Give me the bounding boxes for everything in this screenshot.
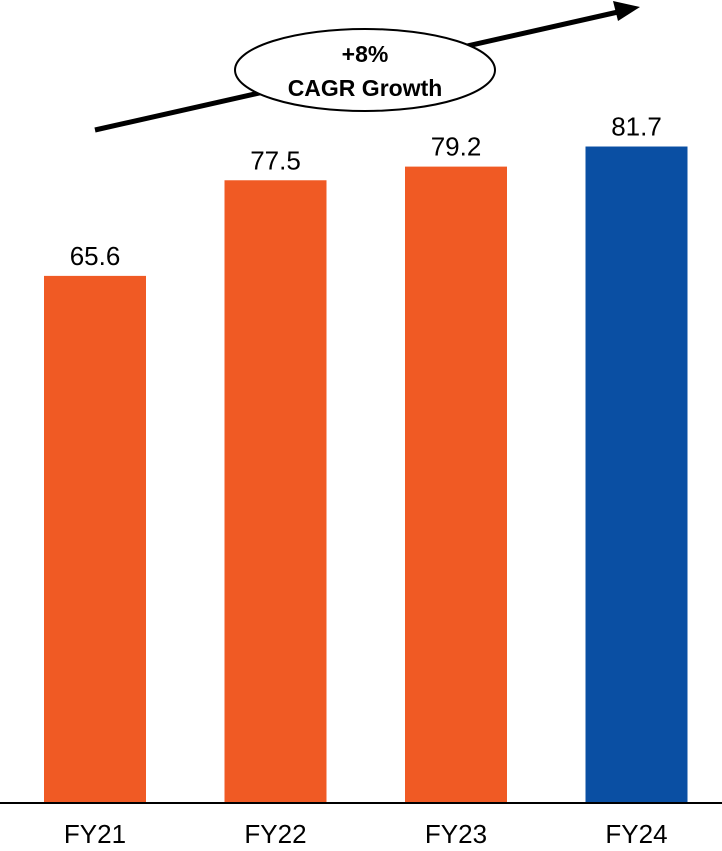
bars-layer	[44, 146, 688, 803]
value-label-fy21: 65.6	[70, 241, 121, 271]
value-label-fy24: 81.7	[611, 112, 662, 142]
cagr-growth-label: CAGR Growth	[288, 75, 443, 101]
bar-fy23	[405, 166, 507, 803]
cagr-ellipse	[234, 28, 496, 112]
cagr-percent-label: +8%	[342, 41, 389, 67]
bar-fy21	[44, 275, 146, 803]
value-label-fy23: 79.2	[431, 132, 482, 162]
x-tick-label-fy21: FY21	[64, 819, 126, 849]
value-label-fy22: 77.5	[250, 145, 301, 175]
bar-fy22	[224, 180, 327, 803]
x-tick-label-fy23: FY23	[425, 819, 487, 849]
x-tick-label-fy24: FY24	[605, 819, 667, 849]
trend-arrow-head	[613, 1, 640, 21]
value-labels-layer: 65.6 77.5 79.2 81.7	[70, 112, 662, 271]
bar-fy24	[585, 146, 688, 803]
x-tick-label-fy22: FY22	[244, 819, 306, 849]
x-axis-ticks: FY21 FY22 FY23 FY24	[64, 819, 668, 849]
growth-annotation: +8% CAGR Growth	[94, 1, 640, 133]
